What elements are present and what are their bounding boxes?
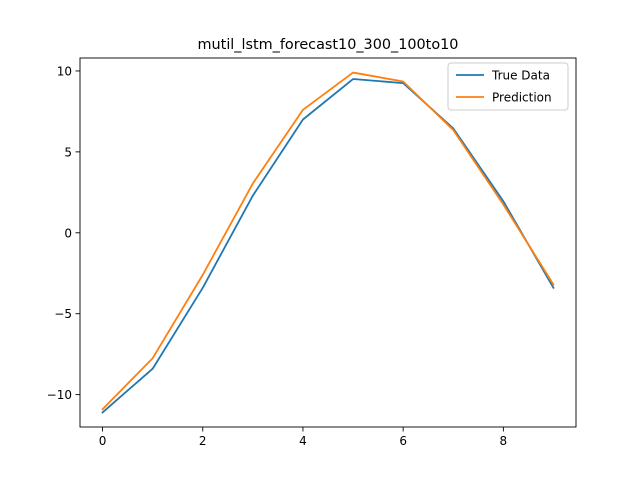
legend-label-1: Prediction <box>492 91 552 105</box>
y-tick-label: −5 <box>54 307 72 321</box>
x-tick-label: 8 <box>500 434 508 448</box>
x-tick-label: 0 <box>99 434 107 448</box>
x-tick-label: 4 <box>299 434 307 448</box>
y-tick-label: 0 <box>64 226 72 240</box>
axes-frame <box>79 57 577 428</box>
y-tick-label: −10 <box>47 388 72 402</box>
axes: 0 2 4 6 8 −10 −5 0 5 10 <box>47 57 577 448</box>
legend-label-0: True Data <box>491 69 550 83</box>
x-tick-label: 2 <box>199 434 207 448</box>
plot-area <box>101 71 555 414</box>
series-line-0 <box>101 78 555 414</box>
y-tick-label: 10 <box>57 64 72 78</box>
series-line-1 <box>101 71 555 411</box>
x-tick-label: 6 <box>399 434 407 448</box>
legend: True Data Prediction <box>447 62 569 111</box>
chart-title: mutil_lstm_forecast10_300_100to10 <box>198 37 459 53</box>
y-tick-label: 5 <box>64 145 72 159</box>
